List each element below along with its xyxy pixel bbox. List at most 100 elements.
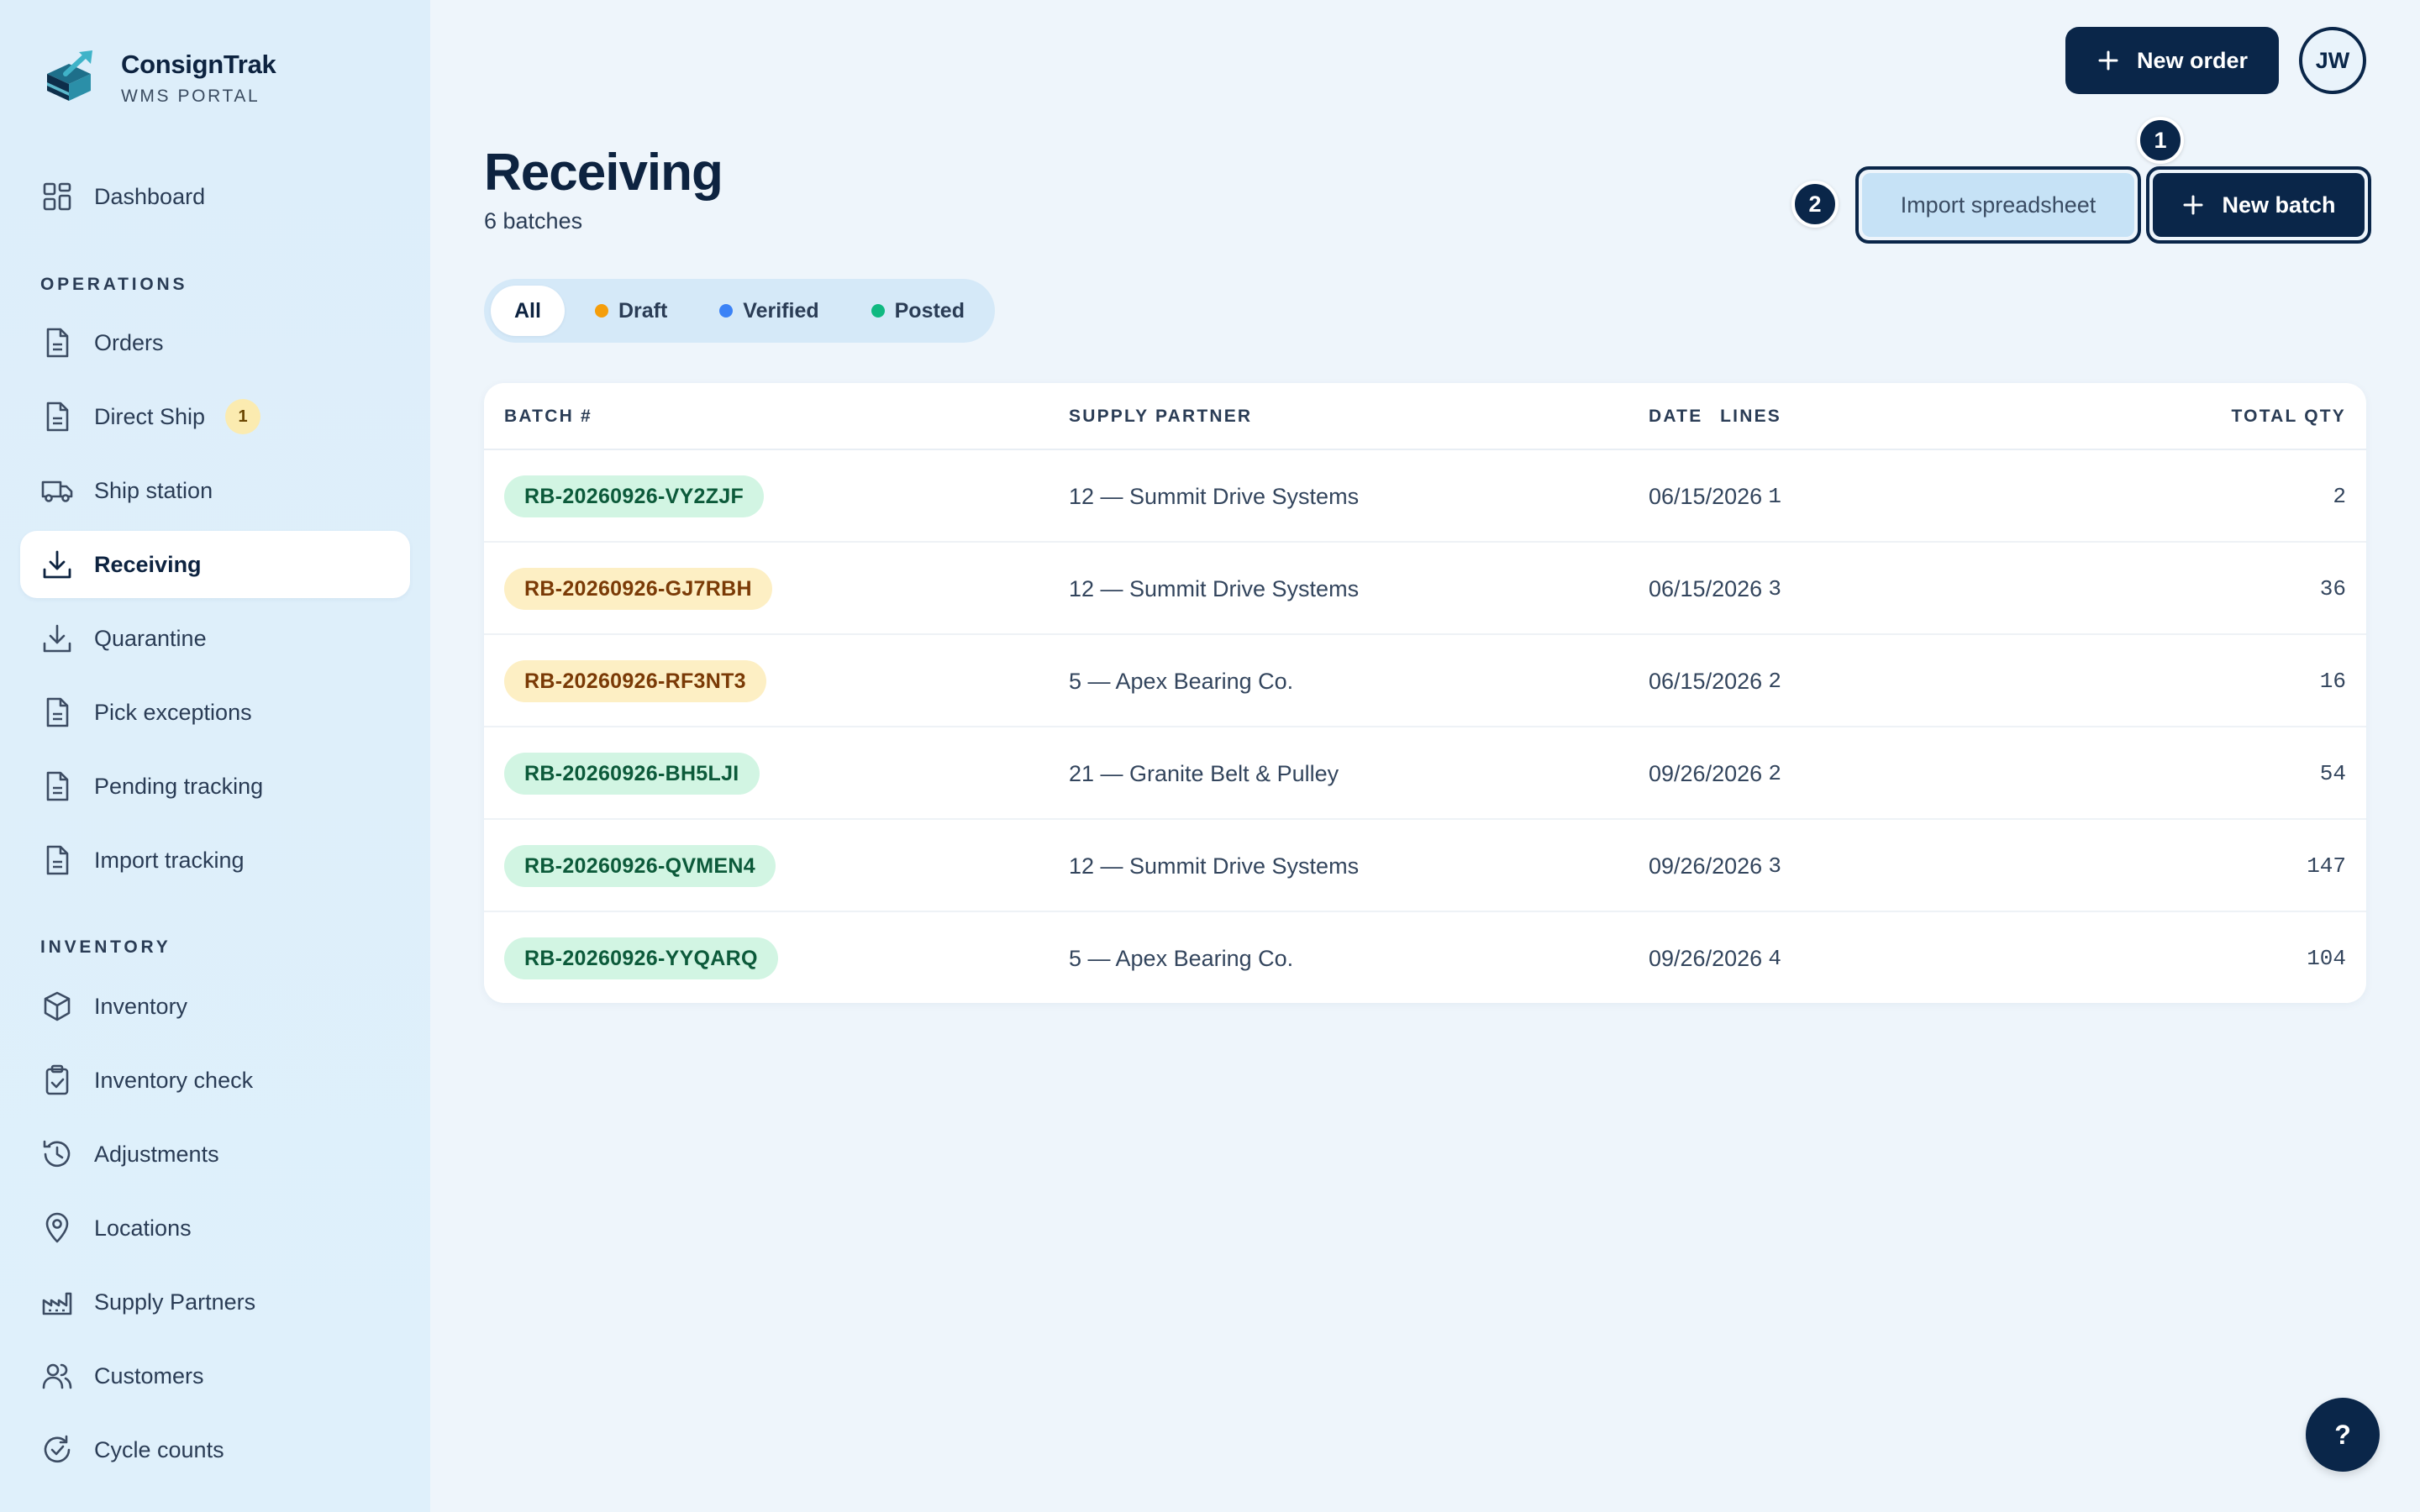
tab-verified[interactable]: Verified — [719, 286, 819, 336]
batch-id-pill[interactable]: RB-20260926-VY2ZJF — [504, 475, 765, 517]
tab-label: Draft — [618, 298, 668, 323]
sidebar-item-pending-tracking[interactable]: Pending tracking — [20, 753, 410, 820]
column-header-supply-partner[interactable]: SUPPLY PARTNER — [1069, 407, 1253, 426]
total-qty-cell: 147 — [2307, 853, 2346, 879]
sidebar-item-label: Inventory — [94, 993, 188, 1019]
sidebar-item-label: Locations — [94, 1215, 192, 1241]
sidebar-item-label: Quarantine — [94, 625, 207, 651]
tab-label: Posted — [894, 298, 965, 323]
batch-id-pill[interactable]: RB-20260926-YYQARQ — [504, 937, 778, 979]
user-avatar[interactable]: JW — [2299, 27, 2366, 94]
date-cell: 09/26/2026 — [1649, 945, 1763, 971]
document-icon — [46, 845, 69, 875]
date-cell: 09/26/2026 — [1649, 853, 1763, 879]
callout-badge-import: 2 — [1791, 181, 1839, 228]
map-pin-icon — [45, 1212, 69, 1243]
document-icon — [46, 328, 69, 358]
total-qty-cell: 104 — [2307, 946, 2346, 971]
help-button[interactable]: ? — [2306, 1398, 2380, 1472]
sidebar-item-label: Customers — [94, 1362, 204, 1389]
sidebar-item-label: Receiving — [94, 551, 202, 577]
sidebar-item-label: Cycle counts — [94, 1436, 224, 1462]
receiving-batches-table: BATCH # SUPPLY PARTNER DATE LINES TOTAL … — [484, 383, 2366, 1003]
table-row[interactable]: RB-20260926-BH5LJI 21 — Granite Belt & P… — [484, 727, 2366, 820]
document-icon — [46, 402, 69, 432]
sidebar-item-label: Inventory check — [94, 1067, 254, 1093]
new-batch-frame: New batch — [2146, 166, 2371, 244]
sidebar-item-dashboard[interactable]: Dashboard — [20, 163, 410, 230]
total-qty-cell: 16 — [2319, 669, 2346, 694]
document-icon — [46, 697, 69, 727]
tab-label: Verified — [743, 298, 819, 323]
sidebar-item-direct-ship[interactable]: Direct Ship 1 — [20, 383, 410, 450]
sidebar-item-quarantine[interactable]: Quarantine — [20, 605, 410, 672]
supply-partner-cell: 12 — Summit Drive Systems — [1069, 575, 1360, 601]
sidebar-item-orders[interactable]: Orders — [20, 309, 410, 376]
sidebar-item-receiving[interactable]: Receiving — [20, 531, 410, 598]
tab-all[interactable]: All — [491, 286, 565, 336]
lines-cell: 3 — [1768, 853, 1781, 879]
brand-subtitle: WMS PORTAL — [121, 87, 260, 106]
new-order-label: New order — [2136, 47, 2249, 73]
sidebar-item-cycle-counts[interactable]: Cycle counts — [20, 1416, 410, 1483]
batch-id-pill[interactable]: RB-20260926-BH5LJI — [504, 753, 760, 795]
table-row[interactable]: RB-20260926-YYQARQ 5 — Apex Bearing Co. … — [484, 912, 2366, 1003]
column-header-lines[interactable]: LINES — [1720, 407, 1781, 426]
clipboard-check-icon — [45, 1064, 69, 1095]
table-row[interactable]: RB-20260926-RF3NT3 5 — Apex Bearing Co. … — [484, 635, 2366, 727]
lines-cell: 3 — [1768, 576, 1781, 601]
callout-badge-new-batch: 1 — [2137, 117, 2184, 164]
batch-id-pill[interactable]: RB-20260926-QVMEN4 — [504, 845, 776, 887]
sidebar-item-adjustments[interactable]: Adjustments — [20, 1121, 410, 1188]
sidebar-item-supply-partners[interactable]: Supply Partners — [20, 1268, 410, 1336]
column-header-batch[interactable]: BATCH # — [504, 407, 592, 426]
batch-id-pill[interactable]: RB-20260926-GJ7RBH — [504, 568, 772, 610]
sidebar-item-label: Import tracking — [94, 847, 245, 873]
sidebar-item-inventory-check[interactable]: Inventory check — [20, 1047, 410, 1114]
sidebar-item-label: Ship station — [94, 477, 213, 503]
supply-partner-cell: 12 — Summit Drive Systems — [1069, 853, 1360, 879]
history-icon — [43, 1140, 71, 1168]
status-dot — [719, 304, 734, 318]
download-icon — [43, 624, 71, 653]
table-row[interactable]: RB-20260926-VY2ZJF 12 — Summit Drive Sys… — [484, 450, 2366, 543]
total-qty-cell: 2 — [2333, 484, 2346, 509]
sidebar-item-ship-station[interactable]: Ship station — [20, 457, 410, 524]
sidebar-item-import-tracking[interactable]: Import tracking — [20, 827, 410, 894]
batch-id-pill[interactable]: RB-20260926-RF3NT3 — [504, 660, 766, 702]
new-order-button[interactable]: New order — [2065, 27, 2279, 94]
tab-label: All — [514, 298, 541, 323]
brand-name: ConsignTrak — [121, 50, 276, 79]
sidebar-item-inventory[interactable]: Inventory — [20, 973, 410, 1040]
refresh-check-icon — [44, 1435, 71, 1463]
lines-cell: 1 — [1768, 484, 1781, 509]
dashboard-icon — [43, 182, 71, 211]
brand[interactable]: ConsignTrak WMS PORTAL — [40, 49, 276, 108]
document-icon — [46, 771, 69, 801]
sidebar-item-locations[interactable]: Locations — [20, 1194, 410, 1262]
plus-icon — [2183, 195, 2203, 215]
section-label-inventory: INVENTORY — [40, 937, 171, 957]
new-batch-label: New batch — [2222, 192, 2336, 218]
table-row[interactable]: RB-20260926-GJ7RBH 12 — Summit Drive Sys… — [484, 543, 2366, 635]
tab-posted[interactable]: Posted — [871, 286, 965, 336]
tab-draft[interactable]: Draft — [594, 286, 668, 336]
date-cell: 06/15/2026 — [1649, 575, 1763, 601]
batch-count: 6 batches — [484, 208, 583, 234]
column-header-total-qty[interactable]: TOTAL QTY — [2231, 407, 2346, 426]
column-header-date[interactable]: DATE — [1649, 407, 1703, 426]
sidebar-item-label: Adjustments — [94, 1141, 219, 1167]
plus-icon — [2098, 50, 2118, 71]
new-batch-button[interactable]: New batch — [2153, 173, 2365, 237]
table-header: BATCH # SUPPLY PARTNER DATE LINES TOTAL … — [484, 383, 2366, 450]
sidebar-item-label: Dashboard — [94, 183, 206, 209]
sidebar-item-label: Pending tracking — [94, 773, 264, 799]
users-icon — [42, 1363, 72, 1389]
sidebar-item-customers[interactable]: Customers — [20, 1342, 410, 1410]
supply-partner-cell: 21 — Granite Belt & Pulley — [1069, 760, 1339, 786]
factory-icon — [42, 1292, 72, 1315]
table-row[interactable]: RB-20260926-QVMEN4 12 — Summit Drive Sys… — [484, 820, 2366, 912]
download-icon — [43, 550, 71, 579]
sidebar-item-pick-exceptions[interactable]: Pick exceptions — [20, 679, 410, 746]
import-spreadsheet-button[interactable]: Import spreadsheet — [1862, 173, 2134, 237]
